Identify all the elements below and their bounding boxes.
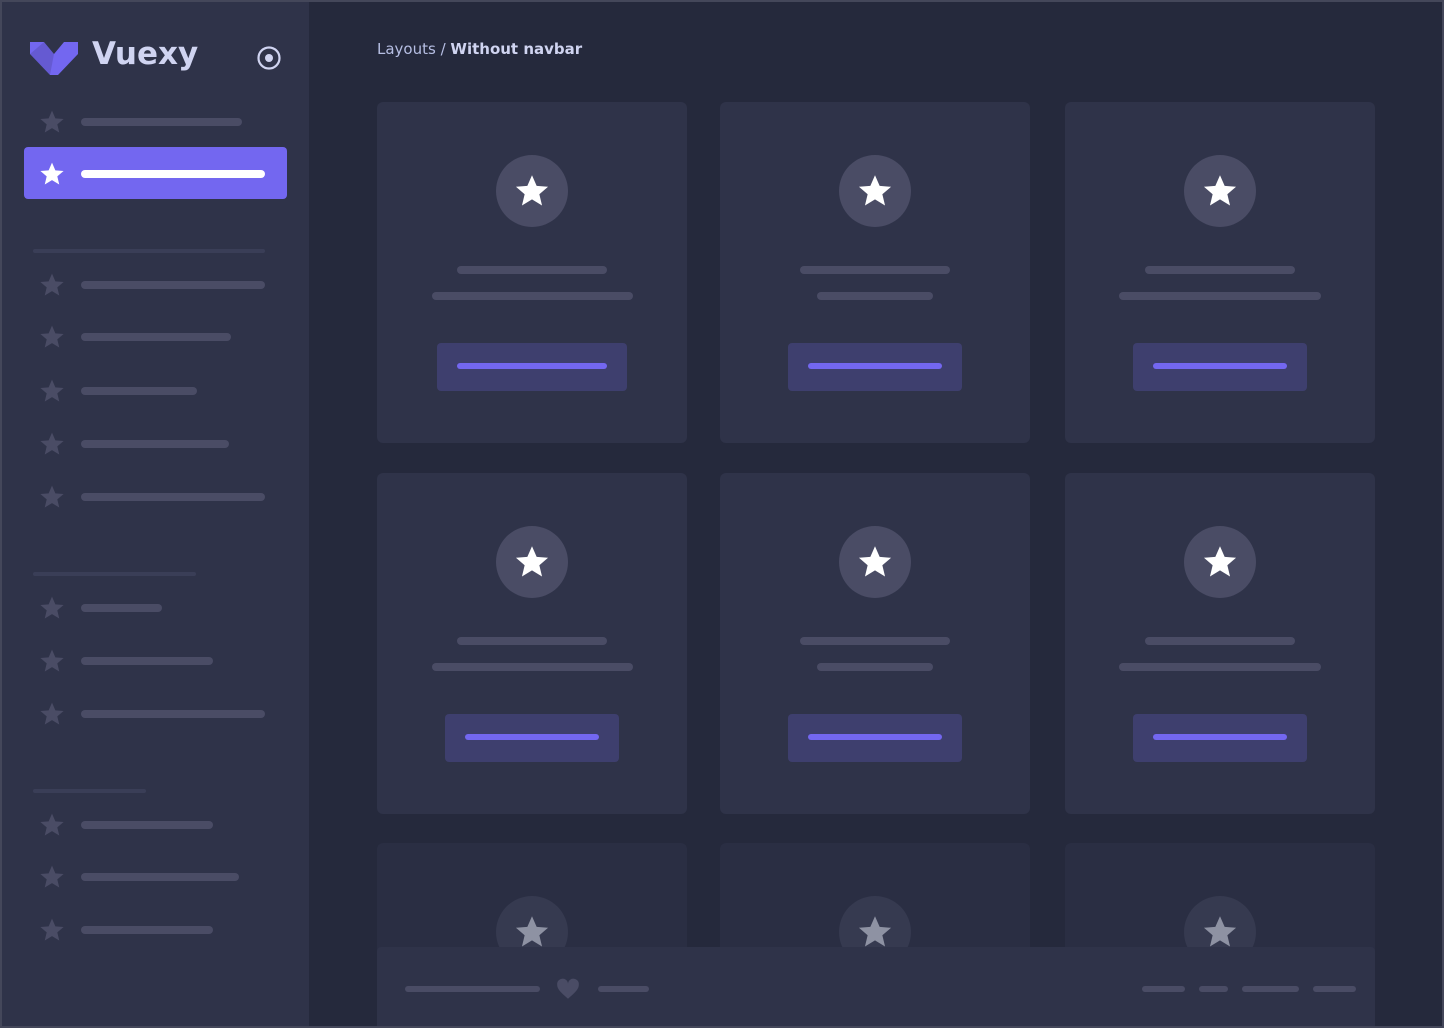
sidebar-item-label	[81, 873, 239, 881]
star-icon	[1203, 175, 1237, 206]
card-button-label	[1153, 734, 1287, 740]
star-icon	[858, 175, 892, 206]
card-button[interactable]	[445, 714, 619, 762]
star-icon	[40, 702, 64, 725]
card-subtitle-line	[432, 663, 633, 671]
card-subtitle-line	[1119, 292, 1321, 300]
card-title-line	[457, 637, 607, 645]
footer-link[interactable]	[1199, 986, 1228, 992]
card-button-label	[808, 363, 942, 369]
footer-link[interactable]	[1242, 986, 1299, 992]
star-icon	[40, 485, 64, 508]
star-icon	[40, 865, 64, 888]
star-icon	[515, 916, 549, 947]
sidebar-section-divider	[33, 789, 146, 793]
card-title-line	[1145, 266, 1295, 274]
sidebar-toggle-icon[interactable]	[256, 45, 282, 71]
star-icon	[40, 918, 64, 941]
star-icon	[858, 916, 892, 947]
card	[377, 473, 687, 814]
footer-text-line	[598, 986, 649, 992]
star-icon	[40, 273, 64, 296]
footer	[377, 947, 1375, 1026]
sidebar-item-label	[81, 821, 213, 829]
footer-link[interactable]	[1142, 986, 1185, 992]
card-button[interactable]	[1133, 343, 1307, 391]
card-button[interactable]	[1133, 714, 1307, 762]
star-icon	[40, 110, 64, 133]
card-subtitle-line	[817, 292, 933, 300]
heart-icon	[557, 978, 579, 999]
card	[720, 473, 1030, 814]
footer-link[interactable]	[1313, 986, 1356, 992]
sidebar-item-label	[81, 170, 265, 178]
card-button-label	[1153, 363, 1287, 369]
card-title-line	[800, 266, 950, 274]
vuexy-logo-icon	[30, 42, 78, 75]
star-icon	[515, 546, 549, 577]
sidebar-item-label	[81, 333, 231, 341]
card-button[interactable]	[788, 714, 962, 762]
brand-name: Vuexy	[92, 36, 199, 72]
sidebar-item-label	[81, 926, 213, 934]
card-button-label	[808, 734, 942, 740]
card-icon-circle	[839, 526, 911, 598]
star-icon	[1203, 546, 1237, 577]
star-icon	[40, 162, 64, 185]
star-icon	[40, 379, 64, 402]
sidebar-section-divider	[33, 249, 265, 253]
card	[1065, 473, 1375, 814]
card-icon-circle	[1184, 155, 1256, 227]
card-icon-circle	[496, 526, 568, 598]
card	[377, 102, 687, 443]
footer-text-line	[405, 986, 540, 992]
sidebar-item-label	[81, 493, 265, 501]
star-icon	[40, 649, 64, 672]
star-icon	[515, 175, 549, 206]
card-subtitle-line	[817, 663, 933, 671]
star-icon	[40, 432, 64, 455]
breadcrumb-parent[interactable]: Layouts /	[377, 40, 451, 58]
sidebar: Vuexy	[2, 2, 309, 1026]
sidebar-item-label	[81, 604, 162, 612]
card-button[interactable]	[788, 343, 962, 391]
card-subtitle-line	[1119, 663, 1321, 671]
card-button-label	[457, 363, 607, 369]
star-icon	[858, 546, 892, 577]
card	[1065, 102, 1375, 443]
sidebar-section-divider	[33, 572, 196, 576]
sidebar-item-label	[81, 710, 265, 718]
sidebar-item-label	[81, 387, 197, 395]
sidebar-item-label	[81, 657, 213, 665]
card	[720, 102, 1030, 443]
star-icon	[40, 325, 64, 348]
star-icon	[40, 813, 64, 836]
sidebar-item-label	[81, 118, 242, 126]
breadcrumb-current: Without navbar	[450, 40, 583, 58]
card-title-line	[800, 637, 950, 645]
card-icon-circle	[1184, 526, 1256, 598]
card-title-line	[1145, 637, 1295, 645]
card-icon-circle	[496, 155, 568, 227]
sidebar-item-label	[81, 281, 265, 289]
breadcrumb: Layouts / Without navbar	[377, 40, 582, 58]
card-button[interactable]	[437, 343, 627, 391]
card-subtitle-line	[432, 292, 633, 300]
card-button-label	[465, 734, 599, 740]
card-title-line	[457, 266, 607, 274]
card-icon-circle	[839, 155, 911, 227]
sidebar-item-label	[81, 440, 229, 448]
star-icon	[1203, 916, 1237, 947]
star-icon	[40, 596, 64, 619]
